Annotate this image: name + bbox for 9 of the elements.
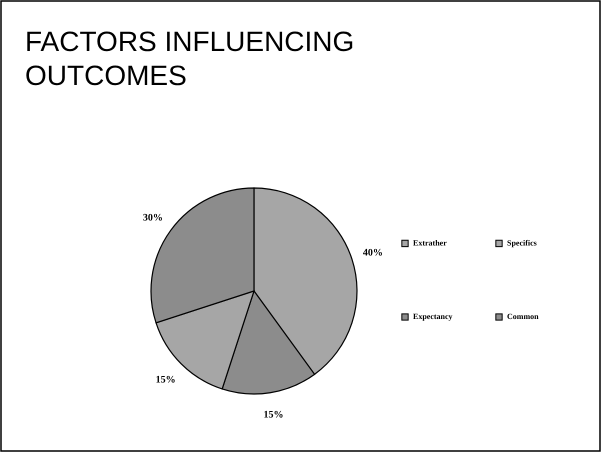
data-label: 15% bbox=[264, 409, 284, 420]
data-label: 40% bbox=[362, 247, 383, 258]
legend-label: Extrather bbox=[413, 238, 448, 248]
data-label: 30% bbox=[142, 212, 163, 224]
chart-title: FACTORS INFLUENCING OUTCOMES bbox=[25, 26, 354, 91]
legend-label: Expectancy bbox=[413, 312, 453, 321]
legend-label: Specifics bbox=[507, 238, 537, 248]
data-label: 15% bbox=[156, 374, 176, 386]
legend-label: Common bbox=[507, 312, 540, 321]
